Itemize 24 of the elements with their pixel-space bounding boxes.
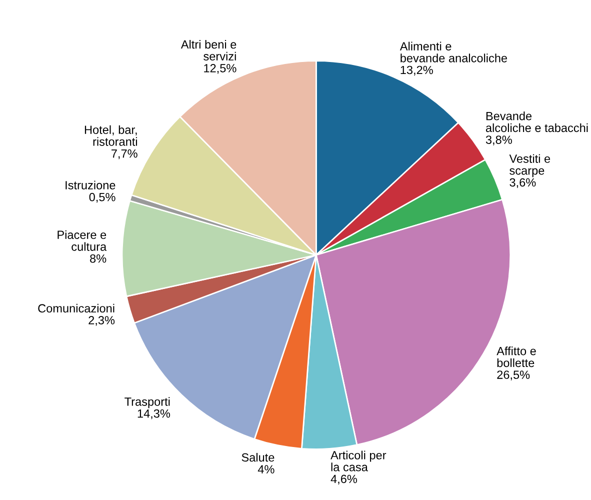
data-label: 2,3%	[88, 316, 115, 326]
slice-label: Altri beni e servizi	[180, 40, 236, 61]
slice-label: Bevande alcoliche e tabacchi	[486, 112, 588, 132]
data-label: 3,6%	[510, 178, 536, 188]
data-label: 26,5%	[497, 370, 530, 380]
data-label: 3,8%	[486, 136, 512, 146]
slice-label: Hotel, bar, ristoranti	[84, 125, 138, 146]
slice-label: Trasporti	[124, 397, 170, 408]
data-label: 4%	[258, 465, 274, 474]
slice-label: Piacere e cultura	[58, 230, 107, 251]
data-label: 7,7%	[111, 149, 138, 160]
slice-label: Articoli per la casa	[330, 450, 386, 472]
data-label: 0,5%	[89, 192, 116, 203]
data-label: 8%	[90, 254, 106, 263]
data-label: 12,5%	[204, 64, 236, 74]
slice-label: Salute	[242, 452, 274, 462]
slice-label: Affitto e bollette	[496, 346, 536, 368]
slice-label: Alimenti e bevande analcoliche	[400, 42, 508, 62]
slice-label: Comunicazioni	[38, 304, 114, 313]
slice-label: Istruzione	[66, 180, 116, 190]
data-label: 14,3%	[138, 409, 170, 420]
slice-label: Vestiti e scarpe	[509, 154, 550, 178]
data-label: 13,2%	[400, 66, 433, 76]
data-label: 4,6%	[330, 474, 358, 485]
